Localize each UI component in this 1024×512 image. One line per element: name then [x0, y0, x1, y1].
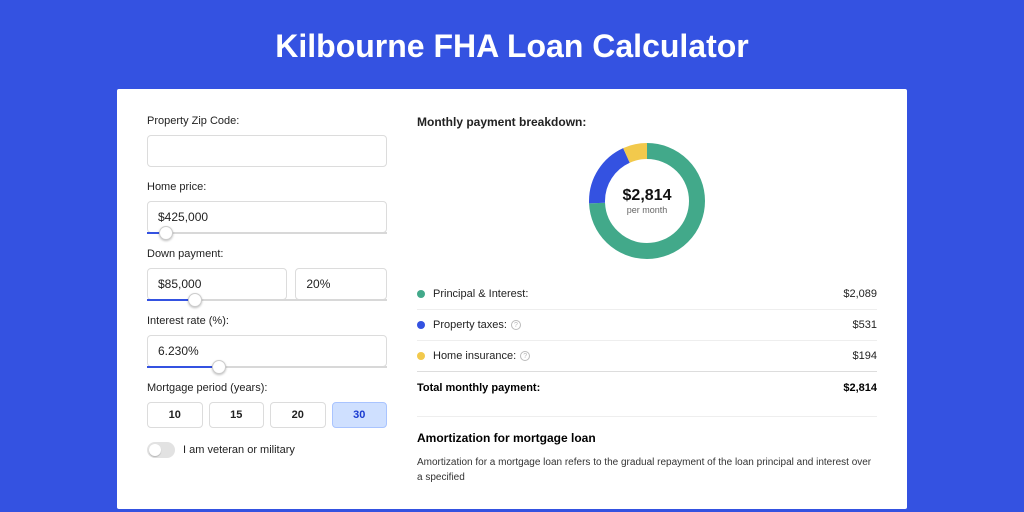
- line-value: $2,089: [843, 288, 877, 300]
- rate-slider[interactable]: [147, 366, 387, 368]
- price-field: Home price:: [147, 181, 387, 234]
- zip-label: Property Zip Code:: [147, 115, 387, 127]
- total-label: Total monthly payment:: [417, 382, 843, 394]
- amortization-section: Amortization for mortgage loan Amortizat…: [417, 416, 877, 485]
- line-value: $531: [853, 319, 877, 331]
- total-row: Total monthly payment: $2,814: [417, 371, 877, 404]
- period-btn-20[interactable]: 20: [270, 402, 326, 428]
- price-slider[interactable]: [147, 232, 387, 234]
- amortization-title: Amortization for mortgage loan: [417, 431, 877, 445]
- breakdown-title: Monthly payment breakdown:: [417, 115, 877, 129]
- line-label: Home insurance:?: [433, 350, 853, 362]
- down-slider[interactable]: [147, 299, 387, 301]
- total-value: $2,814: [843, 382, 877, 394]
- price-label: Home price:: [147, 181, 387, 193]
- donut-amount: $2,814: [623, 187, 672, 205]
- period-btn-15[interactable]: 15: [209, 402, 265, 428]
- line-value: $194: [853, 350, 877, 362]
- info-icon[interactable]: ?: [511, 320, 521, 330]
- zip-input[interactable]: [147, 135, 387, 167]
- rate-label: Interest rate (%):: [147, 315, 387, 327]
- rate-field: Interest rate (%):: [147, 315, 387, 368]
- period-field: Mortgage period (years): 10152030: [147, 382, 387, 428]
- period-btn-30[interactable]: 30: [332, 402, 388, 428]
- amortization-text: Amortization for a mortgage loan refers …: [417, 455, 877, 485]
- breakdown-column: Monthly payment breakdown: $2,814 per mo…: [417, 115, 877, 509]
- legend-dot-icon: [417, 290, 425, 298]
- line-label: Principal & Interest:: [433, 288, 843, 300]
- donut-sub: per month: [627, 205, 668, 215]
- calculator-panel: Property Zip Code: Home price: Down paym…: [117, 89, 907, 509]
- legend-dot-icon: [417, 352, 425, 360]
- down-amount-input[interactable]: [147, 268, 287, 300]
- rate-slider-thumb[interactable]: [212, 360, 226, 374]
- down-field: Down payment:: [147, 248, 387, 301]
- down-label: Down payment:: [147, 248, 387, 260]
- price-slider-thumb[interactable]: [159, 226, 173, 240]
- veteran-toggle[interactable]: [147, 442, 175, 458]
- page-title: Kilbourne FHA Loan Calculator: [0, 0, 1024, 89]
- donut-chart: $2,814 per month: [417, 141, 877, 261]
- down-slider-thumb[interactable]: [188, 293, 202, 307]
- line-item: Principal & Interest:$2,089: [417, 279, 877, 310]
- legend-dot-icon: [417, 321, 425, 329]
- form-column: Property Zip Code: Home price: Down paym…: [147, 115, 387, 509]
- period-btn-10[interactable]: 10: [147, 402, 203, 428]
- period-label: Mortgage period (years):: [147, 382, 387, 394]
- line-item: Home insurance:?$194: [417, 341, 877, 371]
- down-pct-input[interactable]: [295, 268, 387, 300]
- veteran-row: I am veteran or military: [147, 442, 387, 458]
- line-label: Property taxes:?: [433, 319, 853, 331]
- zip-field: Property Zip Code:: [147, 115, 387, 167]
- price-input[interactable]: [147, 201, 387, 233]
- info-icon[interactable]: ?: [520, 351, 530, 361]
- line-item: Property taxes:?$531: [417, 310, 877, 341]
- rate-input[interactable]: [147, 335, 387, 367]
- veteran-label: I am veteran or military: [183, 444, 295, 456]
